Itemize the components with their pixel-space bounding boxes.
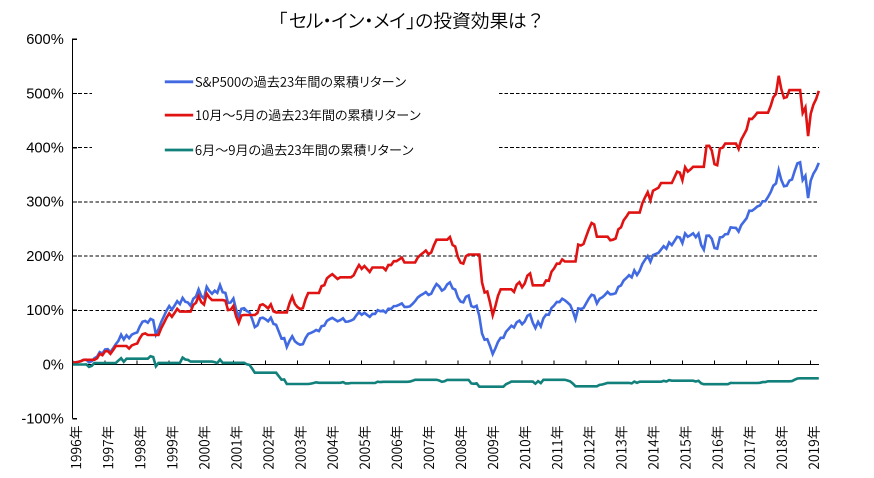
svg-text:-100%: -100% bbox=[21, 412, 63, 428]
svg-text:100%: 100% bbox=[26, 303, 64, 319]
svg-text:400%: 400% bbox=[26, 141, 64, 157]
svg-text:200%: 200% bbox=[26, 249, 64, 265]
svg-text:600%: 600% bbox=[26, 32, 64, 48]
svg-text:500%: 500% bbox=[26, 86, 64, 102]
svg-text:300%: 300% bbox=[26, 195, 64, 211]
svg-text:0%: 0% bbox=[43, 357, 64, 373]
